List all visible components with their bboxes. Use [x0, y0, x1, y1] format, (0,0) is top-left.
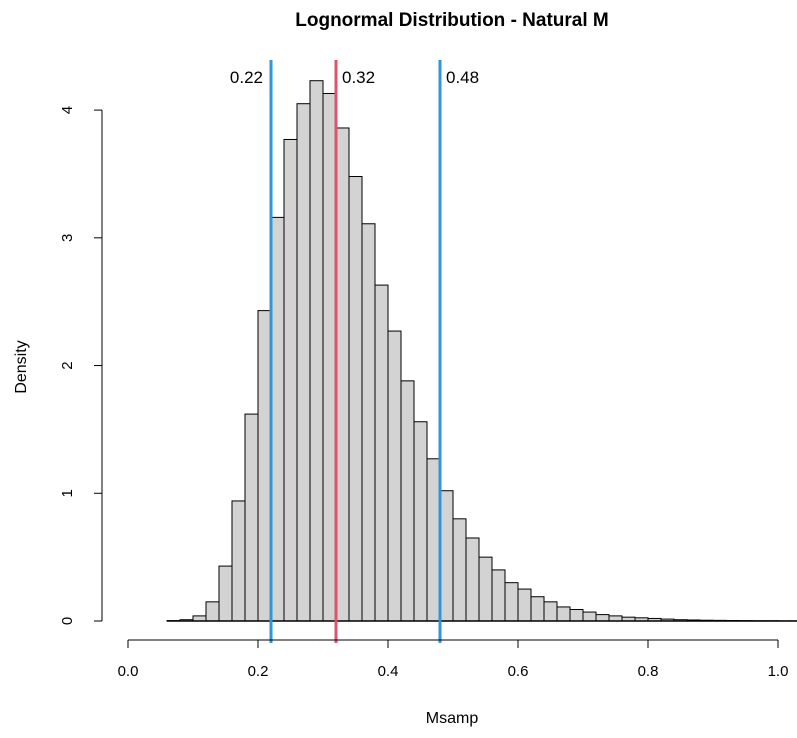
- y-tick-label: 0: [59, 617, 76, 625]
- histogram-bar: [491, 569, 506, 622]
- histogram-bar: [361, 223, 376, 622]
- histogram-bar: [426, 458, 441, 622]
- y-tick-label: 1: [59, 489, 76, 497]
- y-tick-label: 3: [59, 234, 76, 242]
- x-axis-label: Msamp: [426, 710, 479, 727]
- histogram-bar: [192, 615, 207, 622]
- histogram-bar: [335, 127, 350, 622]
- histogram-bar: [517, 588, 532, 622]
- x-axis: 0.0 0.2 0.4 0.6 0.8 1.0: [118, 639, 789, 680]
- y-axis: 0 1 2 3 4: [59, 106, 103, 625]
- histogram-bar: [374, 284, 389, 622]
- reference-lines: 0.22 0.32 0.48: [230, 60, 479, 643]
- histogram-bar: [452, 518, 467, 622]
- histogram-bar: [556, 606, 571, 622]
- x-tick-label: 0.0: [118, 663, 139, 680]
- y-tick-label: 2: [59, 361, 76, 369]
- histogram-bar: [257, 310, 272, 622]
- histogram-bar: [309, 80, 324, 622]
- histogram-bar: [439, 490, 454, 622]
- y-axis-label: Density: [13, 340, 30, 393]
- histogram-bar: [569, 609, 584, 622]
- x-tick-label: 0.6: [508, 663, 529, 680]
- histogram-bar: [530, 596, 545, 622]
- histogram-bar: [465, 537, 480, 622]
- histogram-bar: [283, 138, 298, 622]
- histogram-bar: [413, 421, 428, 622]
- histogram-bar: [348, 176, 363, 622]
- histogram-bar: [387, 330, 402, 622]
- histogram-bar: [543, 601, 558, 622]
- histogram-bar: [504, 582, 519, 622]
- x-tick-label: 0.2: [248, 663, 269, 680]
- histogram-bar: [582, 611, 597, 622]
- histogram-bar: [218, 565, 233, 622]
- histogram-bar: [296, 103, 311, 622]
- histogram-bars: [166, 80, 797, 622]
- histogram-bar: [595, 614, 610, 622]
- reference-line-label: 0.22: [230, 68, 263, 87]
- histogram-bar: [478, 556, 493, 622]
- x-tick-label: 0.4: [378, 663, 399, 680]
- y-tick-label: 4: [59, 106, 76, 114]
- histogram-bar: [400, 380, 415, 622]
- histogram-bar: [244, 413, 259, 622]
- histogram-bar: [205, 601, 220, 622]
- histogram-bar: [608, 615, 623, 622]
- reference-line-label: 0.48: [446, 68, 479, 87]
- histogram-bar: [322, 92, 337, 622]
- chart-title: Lognormal Distribution - Natural M: [295, 10, 609, 31]
- histogram-bar: [270, 216, 285, 622]
- reference-line-label: 0.32: [342, 68, 375, 87]
- histogram-bar: [231, 500, 246, 622]
- x-tick-label: 1.0: [768, 663, 789, 680]
- x-tick-label: 0.8: [638, 663, 659, 680]
